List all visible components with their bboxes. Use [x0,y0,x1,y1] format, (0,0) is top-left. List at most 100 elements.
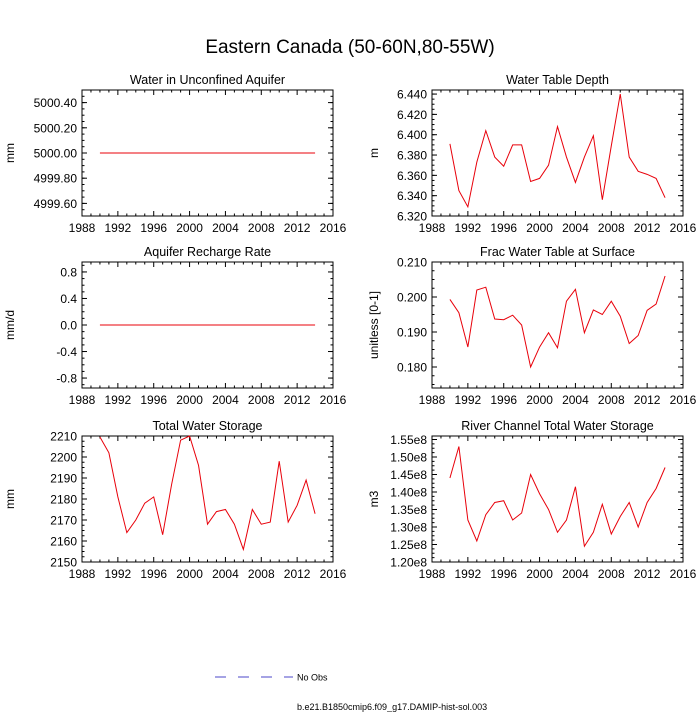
series-line [99,435,316,552]
series-line [449,93,666,209]
x-tick-label: 2000 [526,393,553,407]
y-tick-label: 4999.60 [34,197,78,211]
y-tick-label: 6.440 [397,88,427,102]
chart-title: Frac Water Table at Surface [480,245,635,259]
y-tick-label: 4999.80 [34,172,78,186]
x-tick-label: 2008 [248,567,275,581]
y-axis-label: m3 [367,490,381,507]
chart-4: Frac Water Table at Surface unitless [0-1… [367,245,697,407]
x-tick-label: 2000 [176,221,203,235]
chart-1: Water in Unconfined Aquifer mm 1988 1992 199… [3,73,347,235]
plot-frame [81,435,334,563]
x-tick-label: 2016 [670,567,697,581]
x-tick-label: 1992 [455,393,482,407]
x-tick-label: 1992 [105,393,132,407]
y-axis-label: m [367,148,381,158]
x-tick-label: 2008 [598,221,625,235]
x-tick-label: 2012 [284,393,311,407]
y-tick-label: 2210 [50,430,77,444]
y-tick-label: 0.0 [60,319,77,333]
y-tick-label: 1.45e8 [390,468,427,482]
x-tick-label: 1996 [140,393,167,407]
x-tick-label: 1988 [419,393,446,407]
y-axis-label: mm [3,489,17,509]
x-tick-label: 1992 [455,221,482,235]
x-tick-label: 1996 [490,393,517,407]
x-tick-label: 1988 [69,221,96,235]
y-tick-label: 1.55e8 [390,433,427,447]
x-tick-label: 2016 [320,567,347,581]
x-tick-label: 2000 [176,393,203,407]
y-tick-label: 2160 [50,535,77,549]
x-tick-label: 2000 [526,567,553,581]
x-tick-label: 1988 [419,221,446,235]
x-tick-label: 1988 [69,393,96,407]
x-tick-label: 2008 [248,393,275,407]
series-line [449,275,666,369]
x-tick-label: 1992 [455,567,482,581]
plot-frame [431,261,684,389]
x-tick-label: 2004 [562,567,589,581]
legend-model-label: b.e21.B1850cmip6.f09_g17.DAMIP-hist-sol.… [297,702,488,712]
x-tick-label: 1992 [105,221,132,235]
y-tick-label: 6.360 [397,169,427,183]
chart-title: Water in Unconfined Aquifer [130,73,285,87]
y-tick-label: 6.420 [397,108,427,122]
chart-title: Total Water Storage [152,419,262,433]
x-tick-label: 2004 [562,221,589,235]
x-tick-label: 1992 [105,567,132,581]
chart-5: Total Water Storage mm 1988 1992 1996 2000 200… [3,419,347,581]
y-tick-label: 0.8 [60,265,77,279]
y-tick-label: 0.4 [60,292,77,306]
series-line [449,446,666,548]
y-axis-label: mm [3,143,17,163]
y-tick-label: 2190 [50,472,77,486]
y-tick-label: 2150 [50,556,77,570]
x-tick-label: 1996 [490,221,517,235]
y-axis-label: unitless [0-1] [367,291,381,359]
y-tick-label: 1.35e8 [390,503,427,517]
y-tick-label: 0.190 [397,326,427,340]
x-tick-label: 2004 [212,567,239,581]
chart-title: Aquifer Recharge Rate [144,245,271,259]
y-tick-label: 1.50e8 [390,451,427,465]
x-tick-label: 2000 [526,221,553,235]
y-tick-label: 5000.40 [34,96,78,110]
plot-frame [431,435,684,563]
y-tick-label: 1.25e8 [390,538,427,552]
x-tick-label: 1988 [419,567,446,581]
x-tick-label: 1996 [490,567,517,581]
y-tick-label: 6.380 [397,149,427,163]
y-tick-label: 0.210 [397,256,427,270]
x-tick-label: 2008 [598,567,625,581]
y-axis-label: mm/d [3,310,17,340]
x-tick-label: 2012 [284,221,311,235]
x-tick-label: 2012 [634,393,661,407]
x-tick-label: 1996 [140,567,167,581]
x-tick-label: 2004 [562,393,589,407]
chart-title: River Channel Total Water Storage [461,419,654,433]
y-tick-label: 6.400 [397,128,427,142]
y-tick-label: 5000.20 [34,121,78,135]
y-tick-label: 2180 [50,493,77,507]
x-tick-label: 2016 [320,393,347,407]
x-tick-label: 2008 [598,393,625,407]
x-tick-label: 2004 [212,393,239,407]
x-tick-label: 2012 [284,567,311,581]
y-tick-label: 6.340 [397,189,427,203]
y-tick-label: 1.20e8 [390,556,427,570]
x-tick-label: 2004 [212,221,239,235]
x-tick-label: 1988 [69,567,96,581]
x-tick-label: 1996 [140,221,167,235]
y-tick-label: 1.40e8 [390,486,427,500]
y-tick-label: 1.30e8 [390,521,427,535]
x-tick-label: 2012 [634,221,661,235]
y-tick-label: -0.8 [56,372,77,386]
y-tick-label: 0.180 [397,361,427,375]
y-tick-label: 2170 [50,514,77,528]
y-tick-label: -0.4 [56,345,77,359]
x-tick-label: 2008 [248,221,275,235]
chart-title: Water Table Depth [506,73,609,87]
